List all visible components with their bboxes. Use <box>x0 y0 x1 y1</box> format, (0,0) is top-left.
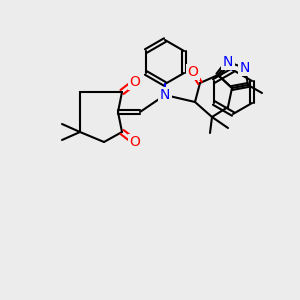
Text: O: O <box>130 135 140 149</box>
Text: O: O <box>188 65 198 79</box>
Text: O: O <box>130 75 140 89</box>
Text: N: N <box>160 88 170 102</box>
Text: N: N <box>240 61 250 75</box>
Text: N: N <box>223 55 233 69</box>
